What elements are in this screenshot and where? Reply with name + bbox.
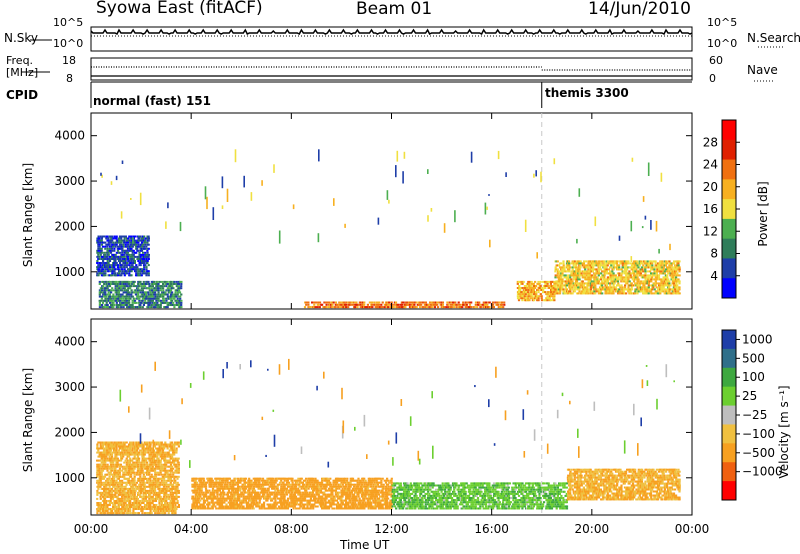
nsky-trace <box>90 28 693 36</box>
power-feature-4 <box>554 260 681 295</box>
beam-title: Beam 01 <box>356 0 433 19</box>
power-cbar-label-4: 20 <box>703 180 718 194</box>
velocity-cbar-label-3: 25 <box>742 389 757 403</box>
power-ytick-label-0: 1000 <box>54 265 85 279</box>
power-ytick-label-1: 2000 <box>54 219 85 233</box>
freq-ymax: 18 <box>62 54 76 67</box>
nsearch-label: N.Search <box>747 31 800 45</box>
power-cbar-label-0: 4 <box>710 269 718 283</box>
station-title: Syowa East (fitACF) <box>96 0 263 18</box>
velocity-colorbar-swatch-4 <box>722 405 736 425</box>
velocity-feature-2 <box>391 482 569 510</box>
power-cbar-label-6: 28 <box>703 135 718 149</box>
velocity-ytick-label-3: 4000 <box>54 335 85 349</box>
xtick-label-4: 16:00 <box>474 522 509 536</box>
velocity-cbar-label-7: −1000 <box>742 465 783 479</box>
power-ytick-label-3: 4000 <box>54 129 85 143</box>
cpid-label: CPID <box>6 88 39 102</box>
power-cbar-label-3: 16 <box>703 202 718 216</box>
velocity-ytick-label-0: 1000 <box>54 471 85 485</box>
nave-ymin: 0 <box>709 72 716 85</box>
date-title: 14/Jun/2010 <box>588 0 691 19</box>
velocity-cbar-label-5: −100 <box>742 427 775 441</box>
power-sparse-scatter <box>100 149 671 262</box>
velocity-ytick-label-2: 3000 <box>54 380 85 394</box>
velocity-cbar-label-0: 1000 <box>742 332 773 346</box>
velocity-cbar-label-6: −500 <box>742 446 775 460</box>
velocity-colorbar-swatch-1 <box>722 348 736 369</box>
velocity-cbar-label-2: 100 <box>742 370 765 384</box>
velocity-colorbar-swatch-0 <box>722 330 736 350</box>
nave-ymax: 60 <box>709 54 723 67</box>
xtick-label-0: 00:00 <box>74 522 109 536</box>
velocity-colorbar-swatch-2 <box>722 367 736 388</box>
velocity-cbar-label-4: −25 <box>742 408 767 422</box>
power-feature-1 <box>98 280 183 309</box>
power-colorbar-swatch-6 <box>722 238 736 259</box>
velocity-feature-1 <box>191 477 393 510</box>
velocity-feature-0 <box>96 441 180 515</box>
nave-label: Nave <box>747 63 778 77</box>
x-axis-label: Time UT <box>340 538 390 552</box>
cpid-segment-themis: themis 3300 <box>545 86 629 100</box>
velocity-sparse-scatter <box>119 358 675 468</box>
xtick-label-2: 08:00 <box>274 522 309 536</box>
velocity-colorbar-swatch-7 <box>722 462 736 482</box>
cpid-segment-normal: normal (fast) 151 <box>93 94 211 108</box>
nsky-ymin: 10^0 <box>53 37 84 50</box>
power-colorbar-swatch-1 <box>722 139 736 161</box>
power-cbar-label-5: 24 <box>703 158 718 172</box>
velocity-colorbar-label: Velocity [m s⁻¹] <box>777 385 791 479</box>
freq-panel <box>90 57 693 81</box>
freq-label: Freq. <box>6 54 34 67</box>
nsky-label: N.Sky <box>4 31 39 45</box>
nsky-ymax: 10^5 <box>53 16 84 29</box>
velocity-colorbar-swatch-8 <box>722 481 736 501</box>
velocity-colorbar-swatch-6 <box>722 443 736 463</box>
velocity-colorbar-swatch-5 <box>722 424 736 444</box>
power-ytick-label-2: 3000 <box>54 174 85 188</box>
nsky-panel <box>90 26 693 52</box>
freq-unit: [MHz] <box>6 66 39 79</box>
power-feature-0 <box>96 235 150 277</box>
nsearch-ymax: 10^5 <box>707 16 738 29</box>
xtick-label-5: 20:00 <box>575 522 610 536</box>
velocity-ytick-label-1: 2000 <box>54 425 85 439</box>
power-y-axis-label: Slant Range [km] <box>21 162 35 268</box>
xtick-label-1: 04:00 <box>174 522 209 536</box>
velocity-y-axis-label: Slant Range [km] <box>21 367 35 473</box>
xtick-label-6: 00:00 <box>675 522 710 536</box>
nsearch-ymin: 10^0 <box>707 37 738 50</box>
power-colorbar-label: Power [dB] <box>756 181 770 247</box>
power-colorbar-swatch-4 <box>722 199 736 220</box>
power-colorbar-swatch-3 <box>722 179 736 200</box>
xtick-label-3: 12:00 <box>374 522 409 536</box>
power-feature-2 <box>303 301 506 309</box>
velocity-colorbar-swatch-3 <box>722 386 736 407</box>
power-cbar-label-1: 8 <box>710 247 718 261</box>
velocity-cbar-label-1: 500 <box>742 351 765 365</box>
power-colorbar-swatch-0 <box>722 120 736 141</box>
power-colorbar-swatch-8 <box>722 278 736 299</box>
freq-ymin: 8 <box>66 72 73 85</box>
velocity-feature-3 <box>566 468 681 501</box>
power-cbar-label-2: 12 <box>703 224 718 238</box>
power-colorbar-swatch-2 <box>722 159 736 180</box>
power-colorbar-swatch-7 <box>722 258 736 279</box>
power-colorbar-swatch-5 <box>722 218 736 240</box>
